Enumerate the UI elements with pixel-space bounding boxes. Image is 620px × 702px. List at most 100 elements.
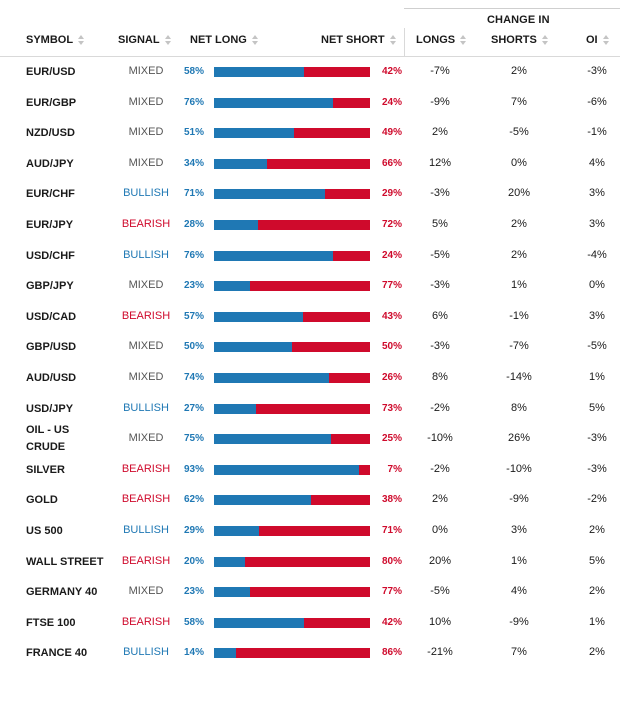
longs-change-cell: 6% bbox=[432, 309, 448, 322]
sort-icon[interactable] bbox=[602, 35, 609, 45]
shorts-change-cell: -7% bbox=[509, 340, 529, 353]
net-long-value: 57% bbox=[183, 310, 204, 322]
net-short-value: 24% bbox=[381, 96, 402, 108]
sentiment-bar bbox=[214, 281, 370, 292]
net-long-value: 51% bbox=[183, 127, 204, 139]
symbol-header-label: SYMBOL bbox=[26, 34, 74, 46]
shorts-change-cell: 2% bbox=[511, 248, 527, 261]
net-long-value: 27% bbox=[183, 402, 204, 414]
net-long-value: 76% bbox=[183, 96, 204, 108]
oi-change-cell: 2% bbox=[589, 524, 605, 536]
net-long-fill bbox=[214, 250, 333, 261]
shorts-change-cell: -5% bbox=[509, 126, 529, 139]
sort-icon[interactable] bbox=[389, 35, 396, 45]
shorts-change-cell: 8% bbox=[511, 401, 527, 414]
longs-header-label: LONGS bbox=[416, 34, 456, 46]
symbol-cell[interactable]: EUR/GBP bbox=[26, 96, 77, 109]
net-long-value: 76% bbox=[183, 249, 204, 261]
signal-cell: MIXED bbox=[128, 371, 164, 383]
sort-icon[interactable] bbox=[541, 35, 548, 45]
symbol-cell[interactable]: GBP/USD bbox=[26, 341, 77, 354]
symbol-cell[interactable]: SILVER bbox=[26, 463, 65, 476]
oi-change-cell: 5% bbox=[589, 554, 605, 567]
longs-change-cell: -2% bbox=[430, 401, 450, 414]
net-short-value: 66% bbox=[381, 157, 402, 169]
sentiment-bar bbox=[214, 526, 370, 536]
net-long-value: 34% bbox=[183, 157, 204, 169]
net-long-value: 62% bbox=[183, 494, 204, 506]
net-short-value: 77% bbox=[381, 586, 402, 598]
symbol-cell[interactable]: FTSE 100 bbox=[26, 616, 76, 629]
symbol-cell[interactable]: USD/CAD bbox=[26, 310, 77, 323]
symbol-cell[interactable]: FRANCE 40 bbox=[26, 647, 88, 660]
symbol-cell[interactable]: EUR/CHF bbox=[26, 188, 75, 201]
oi-change-cell: 2% bbox=[589, 646, 605, 659]
net-long-value: 71% bbox=[183, 188, 204, 200]
sort-icon[interactable] bbox=[164, 35, 171, 45]
sentiment-bar bbox=[214, 648, 370, 659]
longs-change-cell: 20% bbox=[428, 554, 452, 567]
net-short-value: 42% bbox=[381, 616, 402, 628]
net-long-fill bbox=[214, 281, 250, 292]
net-long-fill bbox=[214, 189, 325, 200]
oi-change-cell: 0% bbox=[589, 279, 605, 292]
oi-change-cell: 5% bbox=[589, 401, 605, 414]
oi-column-header[interactable]: OI bbox=[586, 34, 609, 46]
oi-change-cell: -4% bbox=[587, 248, 607, 261]
longs-change-cell: 8% bbox=[432, 371, 448, 383]
signal-header-label: SIGNAL bbox=[118, 34, 160, 46]
sort-icon[interactable] bbox=[78, 35, 85, 45]
symbol-cell[interactable]: OIL - US CRUDE bbox=[26, 424, 70, 454]
symbol-cell[interactable]: US 500 bbox=[26, 525, 63, 537]
symbol-cell[interactable]: GOLD bbox=[26, 494, 58, 507]
symbol-cell[interactable]: USD/JPY bbox=[26, 402, 74, 415]
symbol-cell[interactable]: EUR/JPY bbox=[26, 219, 74, 231]
symbol-cell[interactable]: WALL STREET bbox=[26, 555, 104, 568]
symbol-cell[interactable]: EUR/USD bbox=[26, 66, 76, 78]
net-long-column-header[interactable]: NET LONG bbox=[190, 34, 258, 46]
net-long-fill bbox=[214, 617, 304, 628]
longs-change-cell: -3% bbox=[430, 187, 450, 200]
shorts-change-cell: 1% bbox=[511, 279, 527, 292]
net-short-value: 77% bbox=[381, 280, 402, 292]
longs-change-cell: 10% bbox=[428, 615, 452, 628]
net-short-value: 29% bbox=[381, 188, 402, 200]
net-long-fill bbox=[214, 67, 304, 77]
symbol-cell[interactable]: NZD/USD bbox=[26, 127, 75, 140]
longs-column-header[interactable]: LONGS bbox=[416, 34, 467, 46]
sentiment-bar bbox=[214, 342, 370, 353]
longs-change-cell: 2% bbox=[432, 493, 448, 506]
net-short-value: 24% bbox=[381, 249, 402, 261]
symbol-cell[interactable]: GERMANY 40 bbox=[26, 586, 98, 599]
oi-change-cell: -2% bbox=[587, 493, 607, 506]
sentiment-bar bbox=[214, 128, 370, 139]
sort-icon[interactable] bbox=[251, 35, 258, 45]
shorts-column-header[interactable]: SHORTS bbox=[491, 34, 548, 46]
symbol-cell[interactable]: USD/CHF bbox=[26, 249, 75, 262]
shorts-header-label: SHORTS bbox=[491, 34, 537, 46]
net-long-value: 14% bbox=[183, 647, 204, 659]
longs-change-cell: 5% bbox=[432, 218, 448, 230]
net-long-value: 58% bbox=[183, 616, 204, 628]
net-short-value: 72% bbox=[381, 219, 402, 230]
net-long-value: 75% bbox=[183, 433, 204, 445]
net-long-value: 93% bbox=[183, 463, 204, 475]
net-short-column-header[interactable]: NET SHORT bbox=[321, 34, 396, 46]
net-short-value: 50% bbox=[381, 341, 402, 353]
signal-cell: BULLISH bbox=[123, 248, 169, 261]
symbol-column-header[interactable]: SYMBOL bbox=[26, 34, 85, 46]
symbol-cell[interactable]: AUD/USD bbox=[26, 372, 77, 384]
sort-icon[interactable] bbox=[460, 35, 467, 45]
sentiment-bar bbox=[214, 434, 370, 445]
signal-column-header[interactable]: SIGNAL bbox=[118, 34, 171, 46]
symbol-cell[interactable]: GBP/JPY bbox=[26, 280, 74, 293]
sentiment-bar bbox=[214, 495, 370, 506]
sentiment-bar bbox=[214, 617, 370, 628]
longs-change-cell: -10% bbox=[427, 432, 453, 445]
signal-cell: MIXED bbox=[128, 432, 164, 445]
symbol-cell[interactable]: AUD/JPY bbox=[26, 157, 74, 170]
sentiment-bar bbox=[214, 587, 370, 598]
longs-change-cell: 2% bbox=[432, 126, 448, 139]
sentiment-bar bbox=[214, 464, 370, 475]
